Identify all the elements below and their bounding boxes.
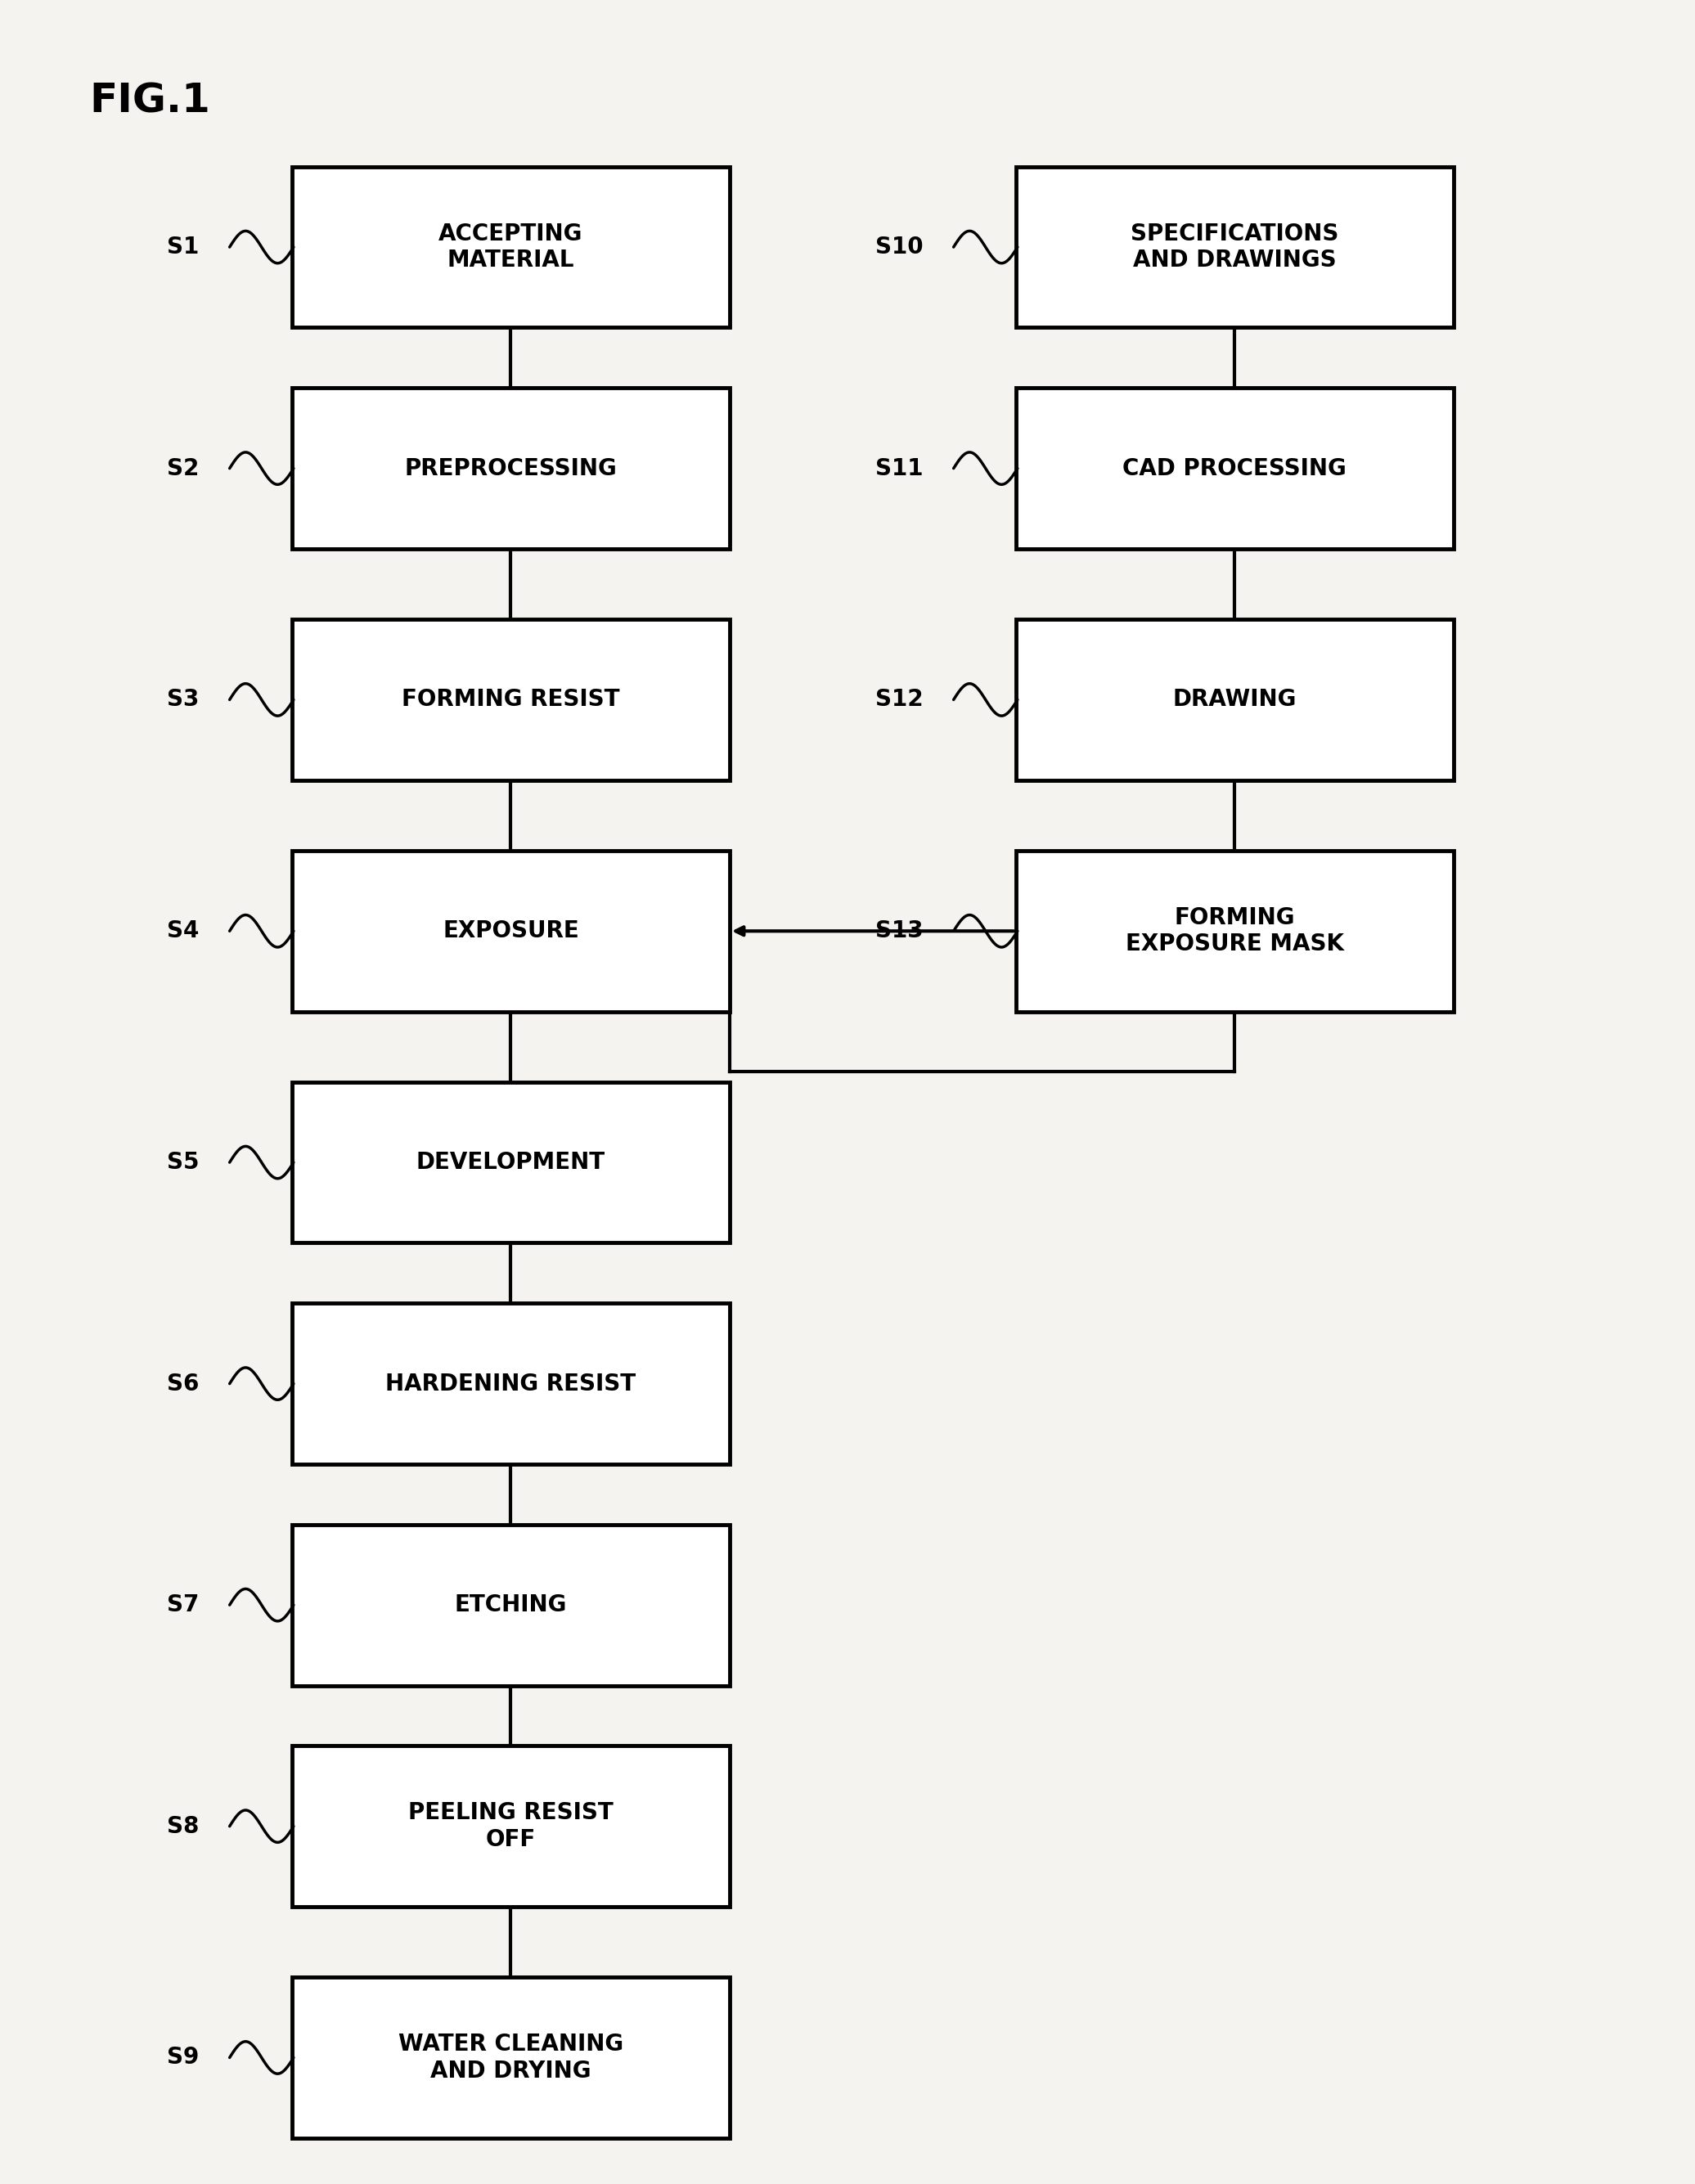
Text: FORMING
EXPOSURE MASK: FORMING EXPOSURE MASK <box>1125 906 1344 957</box>
FancyBboxPatch shape <box>1015 850 1454 1011</box>
Text: FIG.1: FIG.1 <box>90 81 210 120</box>
Text: FORMING RESIST: FORMING RESIST <box>402 688 620 712</box>
Text: S9: S9 <box>168 2046 200 2068</box>
Text: EXPOSURE: EXPOSURE <box>442 919 580 943</box>
Text: S4: S4 <box>168 919 200 943</box>
Text: S1: S1 <box>168 236 200 258</box>
Text: PEELING RESIST
OFF: PEELING RESIST OFF <box>408 1802 614 1852</box>
Text: SPECIFICATIONS
AND DRAWINGS: SPECIFICATIONS AND DRAWINGS <box>1131 223 1339 271</box>
FancyBboxPatch shape <box>292 850 729 1011</box>
Text: S7: S7 <box>168 1594 200 1616</box>
Text: CAD PROCESSING: CAD PROCESSING <box>1122 456 1348 480</box>
FancyBboxPatch shape <box>1015 620 1454 780</box>
FancyBboxPatch shape <box>292 1081 729 1243</box>
Text: S6: S6 <box>168 1372 200 1396</box>
Text: S12: S12 <box>875 688 924 712</box>
Text: S10: S10 <box>875 236 924 258</box>
Text: WATER CLEANING
AND DRYING: WATER CLEANING AND DRYING <box>398 2033 624 2081</box>
Text: S2: S2 <box>168 456 200 480</box>
FancyBboxPatch shape <box>1015 389 1454 548</box>
FancyBboxPatch shape <box>292 1745 729 1907</box>
FancyBboxPatch shape <box>292 389 729 548</box>
Text: HARDENING RESIST: HARDENING RESIST <box>385 1372 636 1396</box>
Text: DRAWING: DRAWING <box>1173 688 1297 712</box>
Text: S5: S5 <box>168 1151 200 1173</box>
Text: S11: S11 <box>875 456 924 480</box>
FancyBboxPatch shape <box>292 1977 729 2138</box>
FancyBboxPatch shape <box>292 620 729 780</box>
FancyBboxPatch shape <box>292 1304 729 1463</box>
Text: S13: S13 <box>875 919 924 943</box>
Text: DEVELOPMENT: DEVELOPMENT <box>417 1151 605 1173</box>
FancyBboxPatch shape <box>292 166 729 328</box>
Text: S3: S3 <box>168 688 200 712</box>
Text: PREPROCESSING: PREPROCESSING <box>405 456 617 480</box>
Text: S8: S8 <box>168 1815 200 1837</box>
Text: ACCEPTING
MATERIAL: ACCEPTING MATERIAL <box>439 223 583 271</box>
Text: ETCHING: ETCHING <box>454 1594 566 1616</box>
FancyBboxPatch shape <box>1015 166 1454 328</box>
FancyBboxPatch shape <box>292 1524 729 1686</box>
